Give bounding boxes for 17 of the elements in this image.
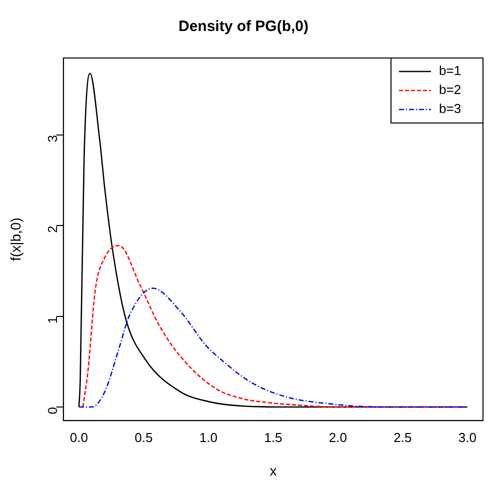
x-tick-label: 0.0 xyxy=(70,430,88,445)
y-axis-title: f(x|b,0) xyxy=(7,218,24,261)
x-tick-label: 2.5 xyxy=(394,430,412,445)
y-tick-label: 2 xyxy=(44,226,60,233)
chart-title: Density of PG(b,0) xyxy=(178,18,309,36)
x-tick-label: 1.0 xyxy=(199,430,218,445)
legend-label: b=1 xyxy=(439,63,462,78)
x-tick-label: 0.5 xyxy=(134,430,153,445)
y-tick-label: 3 xyxy=(44,135,60,142)
y-tick-label: 0 xyxy=(44,407,60,414)
x-tick-label: 1.5 xyxy=(264,430,282,445)
x-tick-label: 3.0 xyxy=(458,430,476,445)
x-axis-title: x xyxy=(270,462,277,478)
y-tick-label: 1 xyxy=(44,316,60,324)
legend-label: b=2 xyxy=(439,82,462,98)
legend-label: b=3 xyxy=(439,101,462,116)
x-tick-label: 2.0 xyxy=(328,430,347,445)
